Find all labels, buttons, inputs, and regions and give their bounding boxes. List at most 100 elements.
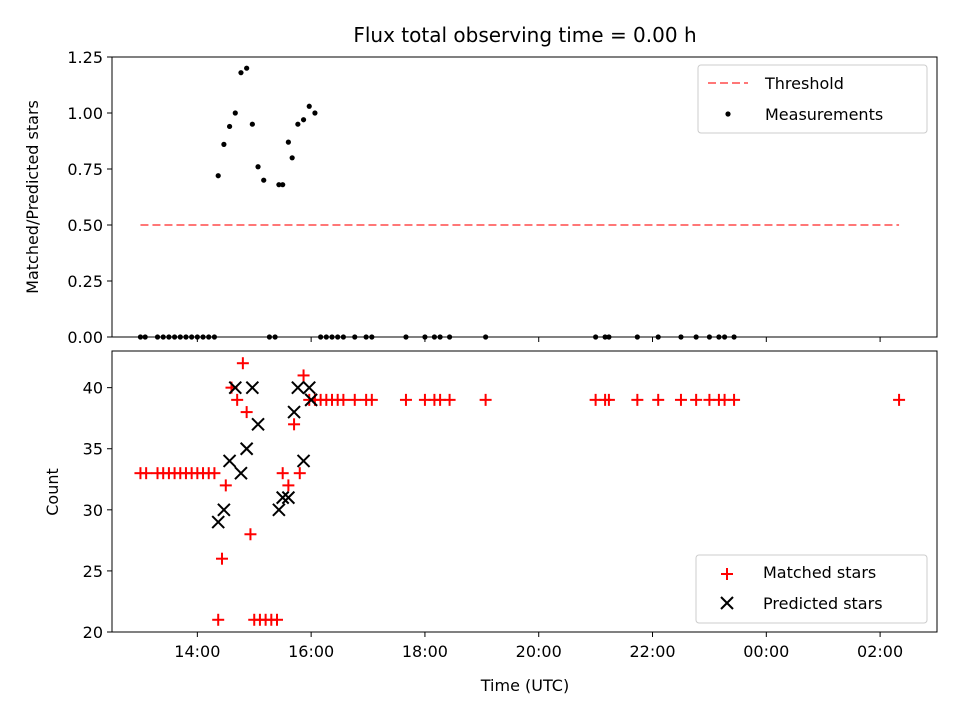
- matched-star-point: [893, 393, 906, 406]
- measurement-point: [276, 182, 282, 188]
- matched-star-point: [652, 393, 665, 406]
- matched-star-point: [236, 357, 249, 370]
- matched-star-point: [297, 369, 310, 382]
- predicted-star-point: [211, 515, 225, 529]
- measurement-point: [312, 110, 318, 116]
- y-tick-label: 0.00: [67, 328, 103, 347]
- matched-star-point: [276, 467, 289, 480]
- predicted-star-point: [296, 454, 311, 468]
- measurement-point: [238, 70, 244, 76]
- predicted-star-point: [239, 442, 254, 456]
- matched-star-point: [728, 393, 741, 406]
- y-tick-label: 20: [83, 623, 103, 642]
- top-y-axis-label: Matched/Predicted stars: [23, 100, 42, 294]
- y-tick-label: 0.25: [67, 272, 103, 291]
- top-plot: 0.00 0.25 0.50 0.75 1.00 1.25 Matched/Predict…: [23, 48, 938, 347]
- matched-star-point: [208, 467, 221, 480]
- measurement-point: [244, 65, 250, 71]
- predicted-star-point: [302, 380, 316, 395]
- matched-star-point: [365, 393, 378, 406]
- matched-star-point: [479, 393, 492, 406]
- predicted-star-point: [275, 490, 290, 505]
- x-tick-label: 00:00: [743, 642, 789, 661]
- predicted-star-point: [217, 503, 231, 517]
- matched-star-point: [348, 393, 361, 406]
- measurement-point: [306, 103, 312, 109]
- matched-star-point: [219, 479, 232, 492]
- matched-star-point: [231, 393, 244, 406]
- predicted-star-point: [287, 405, 301, 419]
- matched-star-point: [244, 528, 257, 541]
- legend-matched-label: Matched stars: [763, 563, 876, 582]
- y-tick-label: 1.25: [67, 48, 103, 67]
- matched-star-point: [212, 613, 225, 626]
- matched-star-point: [443, 393, 456, 406]
- x-tick-label: 22:00: [629, 642, 675, 661]
- matched-star-point: [674, 393, 687, 406]
- predicted-star-point: [291, 380, 305, 395]
- measurement-point: [289, 155, 295, 161]
- x-tick-label: 14:00: [174, 642, 220, 661]
- top-x-ticks: [196, 337, 881, 342]
- measurement-point: [300, 117, 307, 123]
- predicted-star-point: [304, 393, 318, 407]
- matched-star-point: [399, 393, 412, 406]
- top-legend-box: [697, 64, 928, 134]
- y-tick-label: 0.75: [67, 160, 103, 179]
- y-tick-label: 0.50: [67, 216, 103, 235]
- matched-star-point: [337, 393, 350, 406]
- legend-threshold-label: Threshold: [764, 74, 844, 93]
- y-tick-label: 1.00: [67, 104, 103, 123]
- top-y-ticks: 0.00 0.25 0.50 0.75 1.00 1.25: [67, 48, 112, 347]
- measurement-point: [215, 173, 221, 179]
- matched-star-point: [602, 393, 615, 406]
- top-legend: Threshold Measurements: [697, 64, 928, 134]
- legend-matched-swatch: [721, 568, 733, 580]
- predicted-star-point: [281, 490, 296, 505]
- y-tick-label: 35: [83, 440, 103, 459]
- predicted-star-point: [228, 380, 242, 395]
- measurement-point: [261, 177, 267, 183]
- measurement-point: [221, 141, 227, 147]
- legend-measurements-label: Measurements: [765, 105, 883, 124]
- measurement-point: [232, 110, 238, 116]
- predicted-star-point: [222, 454, 237, 468]
- predicted-star-point: [245, 380, 260, 395]
- bottom-y-ticks: 20 25 30 35 40: [83, 379, 112, 642]
- x-tick-label: 16:00: [288, 642, 334, 661]
- matched-star-point: [240, 406, 253, 419]
- bottom-plot-marks: [134, 357, 906, 626]
- matched-star-point: [140, 467, 153, 480]
- top-plot-frame: [111, 56, 938, 338]
- y-tick-label: 25: [83, 562, 103, 581]
- bottom-plot-frame: [111, 350, 938, 633]
- bottom-legend: Matched stars Predicted stars: [695, 554, 928, 624]
- measurement-point: [280, 182, 286, 188]
- y-tick-label: 40: [83, 379, 103, 398]
- legend-predicted-label: Predicted stars: [763, 594, 883, 613]
- bottom-x-axis-label: Time (UTC): [480, 676, 569, 695]
- chart-title: Flux total observing time = 0.00 h: [353, 23, 696, 47]
- bottom-legend-box: [695, 554, 928, 624]
- matched-star-point: [631, 393, 644, 406]
- bottom-y-axis-label: Count: [43, 468, 62, 516]
- measurement-point: [295, 121, 301, 127]
- legend-predicted-swatch: [720, 596, 734, 610]
- x-tick-label: 18:00: [402, 642, 448, 661]
- bottom-plot: 20 25 30 35 40 14:00 16:00 18:00 20:00 22:00 00:0…: [43, 350, 938, 695]
- matched-star-point: [690, 393, 703, 406]
- measurement-point: [226, 123, 233, 130]
- bottom-x-ticks: 14:00 16:00 18:00 20:00 22:00 00:00 02:00: [174, 632, 903, 661]
- predicted-star-point: [251, 417, 265, 432]
- legend-measurements-swatch: [725, 111, 731, 117]
- measurement-point: [285, 139, 291, 145]
- x-tick-label: 02:00: [857, 642, 903, 661]
- matched-star-point: [271, 613, 283, 626]
- matched-star-point: [216, 552, 228, 565]
- predicted-star-point: [234, 466, 248, 480]
- matched-star-point: [282, 479, 295, 492]
- matched-star-point: [288, 418, 301, 431]
- measurement-point: [255, 164, 261, 170]
- measurement-point: [249, 121, 255, 127]
